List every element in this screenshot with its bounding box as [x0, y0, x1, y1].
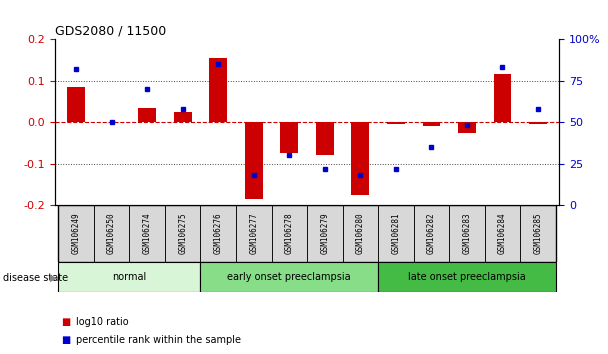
- Text: ▶: ▶: [50, 273, 58, 283]
- Bar: [458, 122, 476, 132]
- Text: GSM106282: GSM106282: [427, 213, 436, 255]
- Text: ■: ■: [61, 317, 70, 327]
- Bar: [58, 205, 94, 262]
- Bar: [165, 205, 201, 262]
- Bar: [378, 262, 556, 292]
- Text: GSM106250: GSM106250: [107, 213, 116, 255]
- Bar: [67, 87, 85, 122]
- Bar: [423, 122, 440, 126]
- Bar: [449, 205, 485, 262]
- Bar: [201, 205, 236, 262]
- Bar: [307, 205, 342, 262]
- Bar: [174, 112, 192, 122]
- Text: GSM106285: GSM106285: [534, 213, 542, 255]
- Text: ■: ■: [61, 335, 70, 345]
- Text: GSM106276: GSM106276: [213, 213, 223, 255]
- Text: GSM106283: GSM106283: [463, 213, 471, 255]
- Text: GSM106278: GSM106278: [285, 213, 294, 255]
- Text: percentile rank within the sample: percentile rank within the sample: [76, 335, 241, 345]
- Bar: [485, 205, 520, 262]
- Bar: [58, 262, 201, 292]
- Text: normal: normal: [112, 272, 147, 282]
- Bar: [316, 122, 334, 155]
- Text: GSM106277: GSM106277: [249, 213, 258, 255]
- Text: GSM106279: GSM106279: [320, 213, 330, 255]
- Text: GSM106280: GSM106280: [356, 213, 365, 255]
- Bar: [378, 205, 413, 262]
- Bar: [236, 205, 272, 262]
- Bar: [245, 122, 263, 199]
- Text: early onset preeclampsia: early onset preeclampsia: [227, 272, 351, 282]
- Bar: [130, 205, 165, 262]
- Text: GSM106249: GSM106249: [72, 213, 80, 255]
- Text: GDS2080 / 11500: GDS2080 / 11500: [55, 25, 166, 38]
- Text: late onset preeclampsia: late onset preeclampsia: [408, 272, 526, 282]
- Text: log10 ratio: log10 ratio: [76, 317, 129, 327]
- Bar: [387, 122, 405, 124]
- Text: GSM106274: GSM106274: [143, 213, 151, 255]
- Bar: [272, 205, 307, 262]
- Bar: [413, 205, 449, 262]
- Text: GSM106281: GSM106281: [392, 213, 401, 255]
- Bar: [342, 205, 378, 262]
- Bar: [138, 108, 156, 122]
- Text: disease state: disease state: [3, 273, 68, 283]
- Bar: [494, 74, 511, 122]
- Bar: [529, 122, 547, 124]
- Bar: [280, 122, 298, 153]
- Bar: [94, 205, 130, 262]
- Text: GSM106284: GSM106284: [498, 213, 507, 255]
- Bar: [351, 122, 369, 195]
- Bar: [209, 58, 227, 122]
- Bar: [201, 262, 378, 292]
- Bar: [520, 205, 556, 262]
- Text: GSM106275: GSM106275: [178, 213, 187, 255]
